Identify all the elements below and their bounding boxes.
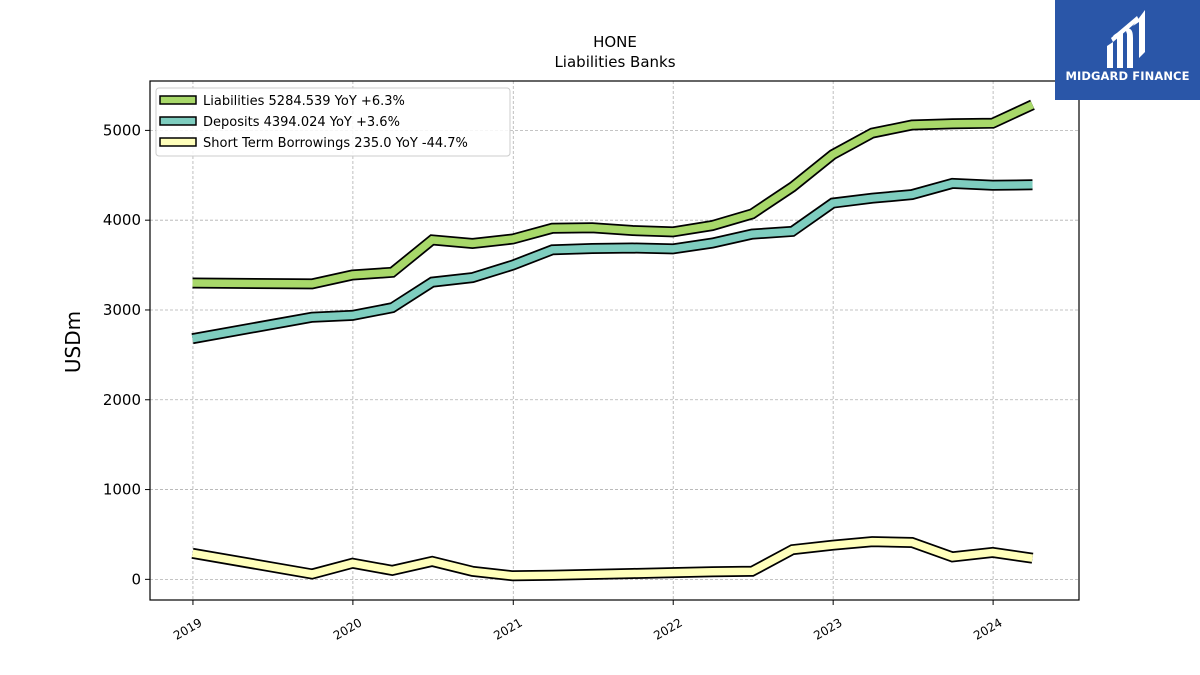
chart-title: HONE: [593, 33, 637, 51]
series-short-term-borrowings: [191, 536, 1034, 582]
legend-label: Deposits 4394.024 YoY +3.6%: [203, 115, 400, 130]
series-line: [191, 179, 1033, 343]
y-axis: 0 1000 2000 3000 4000 5000: [103, 121, 150, 588]
grid: [150, 81, 1079, 600]
series-deposits: [191, 177, 1033, 345]
legend: Liabilities 5284.539 YoY +6.3% Deposits 4…: [155, 87, 511, 157]
logo-mark-icon: [1107, 10, 1145, 68]
y-axis-label: USDm: [61, 311, 85, 373]
series-line: [192, 101, 1035, 288]
x-tick-label: 2019: [171, 615, 204, 642]
logo-text: MIDGARD FINANCE: [1065, 69, 1190, 83]
x-tick-label: 2021: [491, 615, 524, 642]
brand-logo: MIDGARD FINANCE: [1055, 0, 1200, 100]
legend-label: Liabilities 5284.539 YoY +6.3%: [203, 94, 405, 109]
x-tick-label: 2024: [971, 615, 1004, 642]
legend-frame: [155, 87, 511, 157]
legend-swatch: [159, 137, 197, 147]
y-tick-label: 4000: [103, 211, 141, 229]
series-line: [191, 537, 1034, 580]
y-tick-label: 5000: [103, 121, 141, 139]
plot-frame: [149, 80, 1080, 601]
y-tick-label: 1000: [103, 481, 141, 499]
x-tick-label: 2022: [651, 615, 684, 642]
x-axis: 2019 2020 2021 2022 2023 2024: [171, 600, 1005, 643]
y-tick-label: 3000: [103, 301, 141, 319]
legend-swatch: [159, 116, 197, 126]
series-lines: [191, 99, 1035, 582]
series-liabilities: [192, 99, 1035, 290]
legend-label: Short Term Borrowings 235.0 YoY -44.7%: [203, 136, 468, 151]
y-tick-label: 0: [131, 570, 141, 588]
x-tick-label: 2020: [331, 615, 364, 642]
legend-swatch: [159, 95, 197, 105]
x-tick-label: 2023: [811, 615, 844, 642]
y-tick-label: 2000: [103, 391, 141, 409]
chart-subtitle: Liabilities Banks: [554, 53, 675, 71]
